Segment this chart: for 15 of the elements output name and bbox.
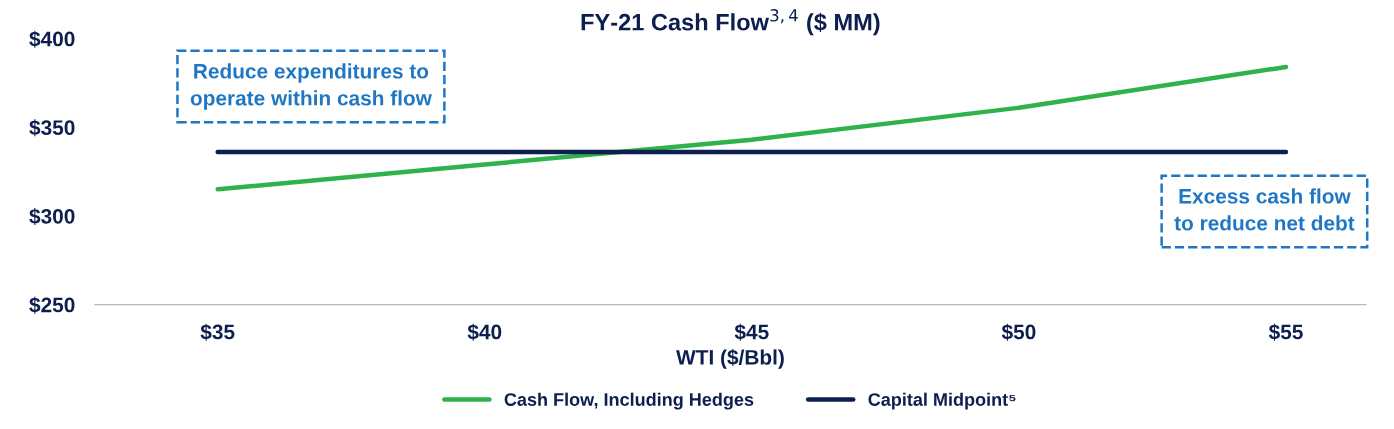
x-tick-label: $50 xyxy=(1001,323,1036,341)
y-tick-label: $300 xyxy=(29,208,75,226)
x-tick-label: $45 xyxy=(734,323,769,341)
y-tick-label: $250 xyxy=(29,296,75,314)
x-tick-label: $35 xyxy=(200,323,235,341)
y-tick-label: $350 xyxy=(29,119,75,137)
x-tick-label: $40 xyxy=(467,323,502,341)
x-tick-label: $55 xyxy=(1268,323,1303,341)
legend-label: Capital Midpoint⁵ xyxy=(868,392,1016,410)
annotation: Excess cash flow to reduce net debt xyxy=(1174,188,1355,231)
y-tick-label: $400 xyxy=(29,30,75,48)
chart-title: FY-21 Cash Flow$^{3,4}$ ($ MM) xyxy=(581,9,880,36)
legend-label: Cash Flow, Including Hedges xyxy=(504,392,754,410)
x-axis-title: WTI ($/Bbl) xyxy=(676,349,784,369)
annotation: Reduce expenditures to operate within cash flow xyxy=(190,63,432,110)
